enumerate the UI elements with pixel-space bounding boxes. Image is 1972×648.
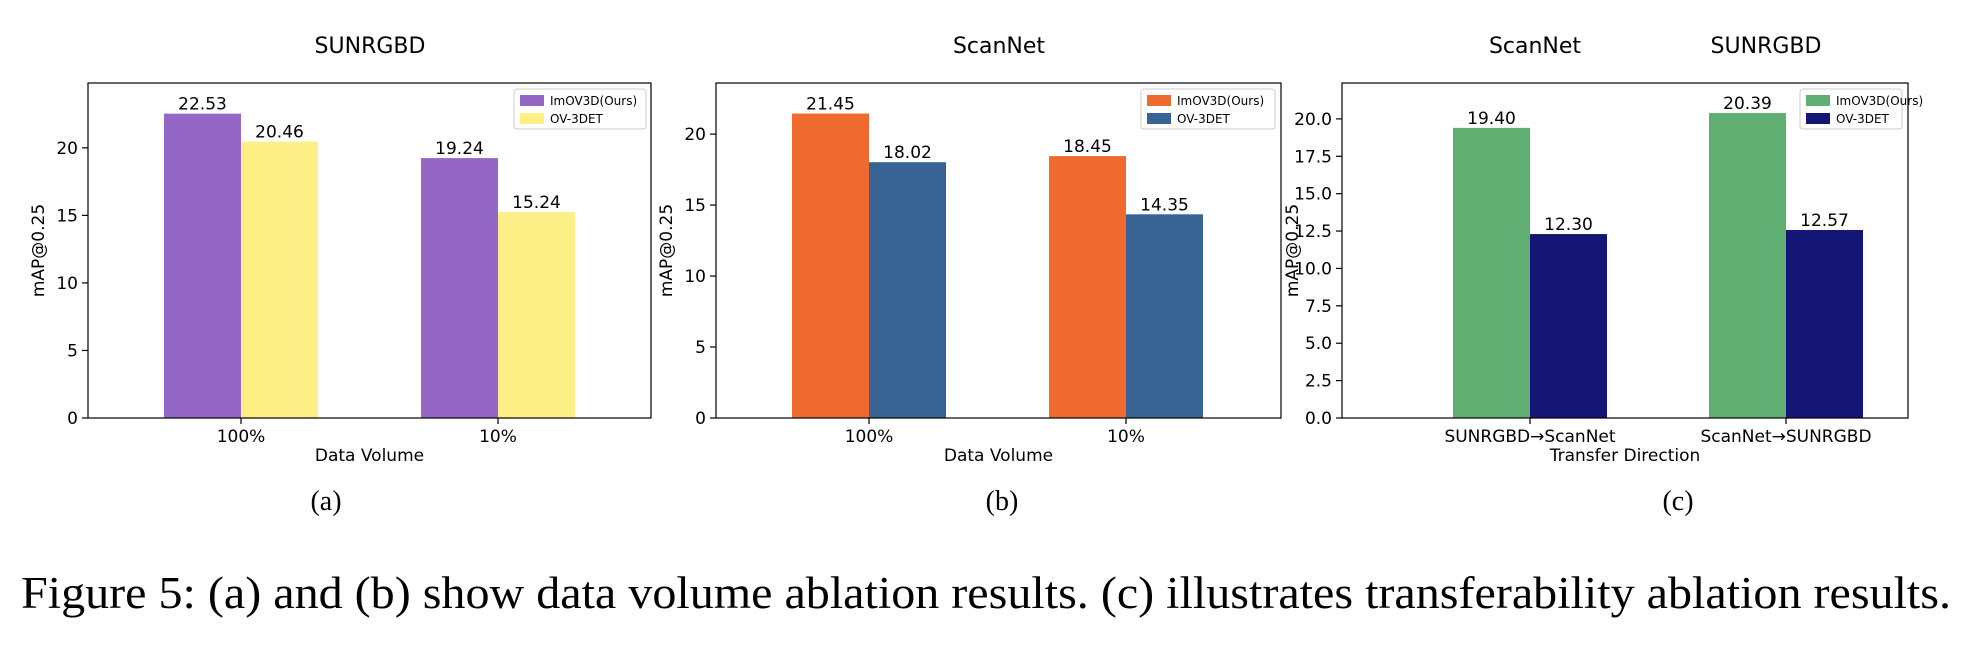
legend-swatch bbox=[1806, 95, 1830, 106]
bar-imov3d-ours--1 bbox=[164, 113, 241, 419]
charts-container: SUNRGBD 22.53 19.24 20.46 15.24 0 5 10 15 20 100% 1… bbox=[29, 34, 1923, 517]
bar-ov-3det-2 bbox=[498, 212, 575, 418]
y-axis-label: mAP@0.25 bbox=[657, 204, 677, 297]
bar-ov-3det-1 bbox=[1530, 234, 1607, 418]
panel-label: (c) bbox=[1662, 486, 1693, 517]
plot-frame bbox=[715, 82, 1282, 419]
legend-label: ImOV3D(Ours) bbox=[550, 94, 637, 108]
y-tick-label: 5.0 bbox=[1305, 334, 1332, 354]
y-tick-label: 20 bbox=[684, 125, 706, 145]
chart-title: SUNRGBD bbox=[1711, 34, 1822, 59]
panel-label: (b) bbox=[986, 486, 1019, 517]
data-label: 12.57 bbox=[1800, 211, 1849, 231]
x-tick-label: 10% bbox=[1107, 427, 1145, 447]
chart-panel-1: SUNRGBD 22.53 19.24 20.46 15.24 0 5 10 15 20 100% 1… bbox=[29, 34, 652, 517]
y-tick-label: 15.0 bbox=[1294, 185, 1332, 205]
x-tick-label: 100% bbox=[845, 427, 894, 447]
plot-frame bbox=[87, 82, 652, 419]
data-label: 18.02 bbox=[883, 143, 932, 163]
data-label: 22.53 bbox=[178, 95, 227, 115]
y-tick-label: 17.5 bbox=[1294, 147, 1332, 167]
bar-imov3d-ours--2 bbox=[421, 158, 498, 418]
y-tick-label: 10.0 bbox=[1294, 259, 1332, 279]
chart-title: SUNRGBD bbox=[315, 34, 426, 59]
bar-imov3d-ours--2 bbox=[1709, 113, 1786, 418]
chart-title: ScanNet bbox=[953, 34, 1045, 59]
y-tick-label: 2.5 bbox=[1305, 372, 1332, 392]
legend: ImOV3D(Ours) OV-3DET bbox=[1799, 88, 1923, 130]
x-tick-label: SUNRGBD→ScanNet bbox=[1444, 427, 1615, 447]
data-label: 12.30 bbox=[1544, 215, 1593, 235]
x-tick-label: 10% bbox=[479, 427, 517, 447]
figure-caption: Figure 5: (a) and (b) show data volume a… bbox=[21, 568, 1951, 618]
legend-swatch bbox=[520, 95, 544, 106]
data-label: 15.24 bbox=[512, 193, 561, 213]
y-tick-label: 20 bbox=[56, 139, 78, 159]
y-tick-label: 15 bbox=[684, 196, 706, 216]
y-axis-label: mAP@0.25 bbox=[1283, 204, 1303, 297]
y-tick-label: 7.5 bbox=[1305, 297, 1332, 317]
data-label: 18.45 bbox=[1063, 137, 1112, 157]
y-tick-label: 10 bbox=[56, 274, 78, 294]
legend-swatch bbox=[1806, 113, 1830, 124]
legend: ImOV3D(Ours) OV-3DET bbox=[1140, 88, 1276, 130]
legend-label: OV-3DET bbox=[1177, 112, 1231, 126]
data-label: 21.45 bbox=[806, 95, 855, 115]
legend-label: ImOV3D(Ours) bbox=[1177, 94, 1264, 108]
x-tick-label: 100% bbox=[217, 427, 266, 447]
y-tick-label: 5 bbox=[67, 341, 78, 361]
data-label: 19.40 bbox=[1467, 109, 1516, 129]
y-tick-label: 20.0 bbox=[1294, 110, 1332, 130]
bar-imov3d-ours--1 bbox=[1453, 127, 1530, 418]
data-label: 14.35 bbox=[1140, 195, 1189, 215]
legend-box bbox=[513, 88, 647, 130]
chart-title: ScanNet bbox=[1489, 34, 1581, 59]
y-tick-label: 0 bbox=[67, 409, 78, 429]
x-axis-label: Transfer Direction bbox=[1549, 446, 1701, 466]
y-tick-label: 12.5 bbox=[1294, 222, 1332, 242]
panel-label: (a) bbox=[310, 486, 341, 517]
legend-swatch bbox=[1147, 95, 1171, 106]
chart-panel-3: ScanNet SUNRGBD 19.40 20.39 12.30 12.57 0.0 2.5… bbox=[1283, 34, 1923, 517]
legend-label: OV-3DET bbox=[550, 112, 604, 126]
bar-ov-3det-2 bbox=[1126, 214, 1203, 418]
legend-box bbox=[1140, 88, 1276, 130]
y-tick-label: 0.0 bbox=[1305, 409, 1332, 429]
bar-ov-3det-1 bbox=[869, 162, 946, 418]
bar-imov3d-ours--1 bbox=[792, 113, 869, 418]
x-tick-label: ScanNet→SUNRGBD bbox=[1700, 427, 1871, 447]
x-axis-label: Data Volume bbox=[315, 446, 424, 466]
chart-panel-2: ScanNet 21.45 18.45 18.02 14.35 0 5 10 15 20 100% 1… bbox=[657, 34, 1282, 517]
y-tick-label: 15 bbox=[56, 206, 78, 226]
bar-imov3d-ours--2 bbox=[1049, 156, 1126, 418]
legend: ImOV3D(Ours) OV-3DET bbox=[513, 88, 647, 130]
x-axis-label: Data Volume bbox=[944, 446, 1053, 466]
y-tick-label: 10 bbox=[684, 267, 706, 287]
legend-label: OV-3DET bbox=[1836, 112, 1890, 126]
plot-frame bbox=[1341, 82, 1909, 419]
y-axis-label: mAP@0.25 bbox=[29, 204, 49, 297]
y-tick-label: 5 bbox=[695, 338, 706, 358]
legend-swatch bbox=[1147, 113, 1171, 124]
bar-ov-3det-2 bbox=[1786, 230, 1863, 418]
legend-swatch bbox=[520, 113, 544, 124]
data-label: 20.39 bbox=[1723, 94, 1772, 114]
data-label: 20.46 bbox=[255, 123, 304, 143]
bar-ov-3det-1 bbox=[241, 141, 318, 418]
y-tick-label: 0 bbox=[695, 409, 706, 429]
legend-label: ImOV3D(Ours) bbox=[1836, 94, 1923, 108]
data-label: 19.24 bbox=[435, 139, 484, 159]
